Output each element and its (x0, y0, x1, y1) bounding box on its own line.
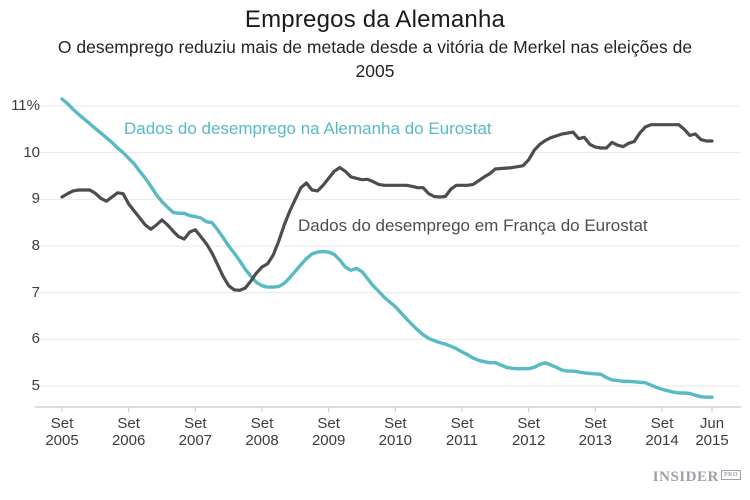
x-tick-label-2006: Set 2006 (93, 415, 165, 449)
x-tick-month: Set (650, 415, 674, 432)
germany-line (60, 97, 714, 399)
x-tick-month: Set (317, 415, 340, 432)
x-tick-label-2007: Set 2007 (159, 415, 231, 449)
y-tick-label-7: 7 (31, 283, 40, 301)
france-line (60, 123, 714, 292)
y-tick-label-9: 9 (31, 190, 40, 208)
y-tick-label-5: 5 (31, 377, 40, 394)
x-tick-month: Jun (699, 415, 725, 432)
page-subtitle: O desemprego reduziu mais de metade desd… (57, 37, 693, 81)
page-title: Empregos da Alemanha (244, 6, 506, 33)
x-tick-label-2005: Set 2005 (26, 415, 98, 449)
x-tick-label-2014: Set 2014 (626, 415, 698, 449)
x-tick-label-2011: Set 2011 (426, 415, 498, 449)
y-tick-label-6: 6 (31, 330, 40, 348)
x-tick-year: 2008 (245, 432, 279, 449)
x-tick-year: 2007 (178, 432, 213, 449)
x-tick-month: Set (517, 415, 540, 432)
y-tick-label-10: 10 (23, 143, 40, 161)
x-tick-month: Set (384, 415, 407, 432)
x-tick-month: Set (50, 415, 74, 432)
x-tick-month: Set (584, 415, 607, 432)
y-tick-label-8: 8 (31, 237, 40, 254)
x-tick-month: Set (184, 415, 207, 432)
insider-pro-logo: INSIDER PRO (652, 469, 741, 485)
y-tick-label-11: 11% (11, 97, 40, 114)
x-tick-label-2008: Set 2008 (226, 415, 298, 449)
logo-text: INSIDER (652, 469, 719, 485)
x-tick-label-2013: Set 2013 (559, 415, 631, 449)
logo-pro-badge: PRO (720, 470, 741, 480)
x-tick-month: Set (450, 415, 474, 432)
x-tick-label-2010: Set 2010 (359, 415, 431, 449)
x-tick-month: Set (250, 415, 274, 432)
x-tick-year: 2010 (378, 432, 413, 449)
x-tick-month: Set (117, 415, 140, 432)
legend-france: Dados do desemprego em França do Eurosta… (298, 216, 648, 235)
x-tick-label-2012: Set 2012 (493, 415, 565, 449)
x-tick-year: 2009 (311, 432, 346, 449)
x-tick-year: 2014 (645, 432, 679, 449)
x-tick-year: 2005 (45, 432, 79, 449)
x-tick-year: 2013 (578, 432, 613, 449)
x-tick-year: 2011 (445, 432, 479, 449)
x-tick-year: 2012 (511, 432, 546, 449)
x-tick-label-2009: Set 2009 (293, 415, 365, 449)
x-tick-year: 2006 (111, 432, 146, 449)
x-tick-year: 2015 (695, 432, 729, 449)
x-tick-label-2015: Jun 2015 (676, 415, 748, 449)
legend-germany: Dados do desemprego na Alemanha do Euros… (124, 119, 492, 138)
